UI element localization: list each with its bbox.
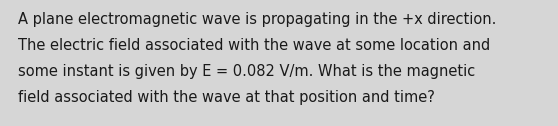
Text: The electric field associated with the wave at some location and: The electric field associated with the w… <box>18 38 490 53</box>
Text: A plane electromagnetic wave is propagating in the +x direction.: A plane electromagnetic wave is propagat… <box>18 12 497 27</box>
Text: some instant is given by E = 0.082 V/m. What is the magnetic: some instant is given by E = 0.082 V/m. … <box>18 64 475 79</box>
Text: field associated with the wave at that position and time?: field associated with the wave at that p… <box>18 90 435 105</box>
